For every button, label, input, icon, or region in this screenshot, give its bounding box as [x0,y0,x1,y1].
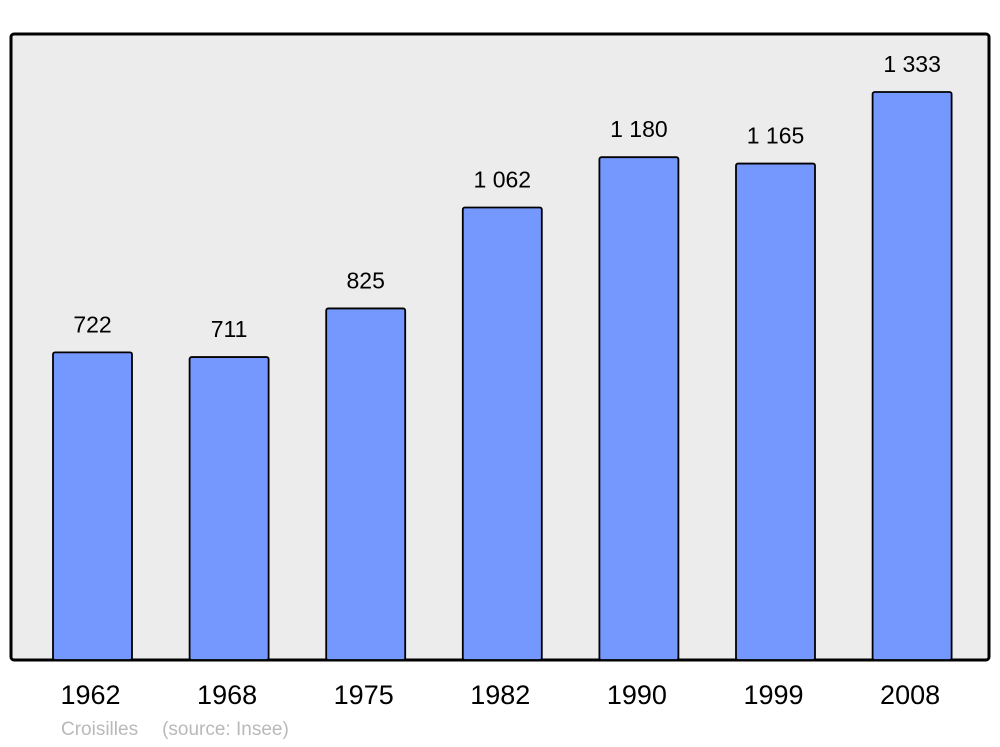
data-label-1975: 825 [347,267,385,293]
source-note: (source: Insee) [162,719,289,740]
bar-1962 [52,351,133,661]
data-label-2008: 1 333 [883,51,941,77]
bar-1975 [325,307,407,661]
bar-1999 [735,162,816,661]
place-name: Croisilles [61,719,139,740]
data-label-1999: 1 165 [747,123,805,149]
data-label-1982: 1 062 [474,166,532,192]
x-tick-label-1975: 1975 [334,680,394,710]
x-tick-label-1999: 1999 [743,680,803,710]
x-tick-label-1962: 1962 [60,680,120,710]
data-label-1968: 711 [211,316,248,342]
x-tick-label-1990: 1990 [607,680,667,710]
bar-1990 [598,156,680,661]
bar-2008 [871,91,953,661]
data-label-1962: 722 [73,311,111,337]
x-tick-label-2008: 2008 [880,680,940,710]
bar-1968 [188,356,270,661]
data-label-1990: 1 180 [610,116,668,142]
x-tick-label-1982: 1982 [470,680,530,710]
bar-1982 [461,206,543,661]
x-tick-label-1968: 1968 [197,680,257,710]
footer: Croisilles (source: Insee) [61,719,313,741]
